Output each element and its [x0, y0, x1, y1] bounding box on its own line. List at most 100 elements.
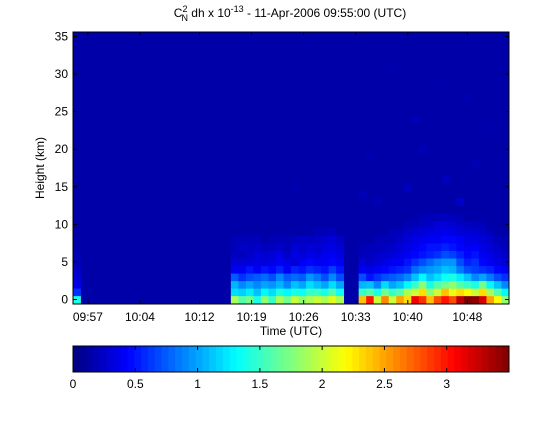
y-axis-label: Height (km): [33, 137, 47, 199]
heatmap-cell: [493, 250, 502, 259]
x-tick-label: 10:19: [237, 310, 267, 324]
heatmap-cell: [313, 235, 322, 244]
colorbar-tick-label: 0.5: [127, 377, 144, 391]
heatmap-cell: [486, 243, 495, 252]
heatmap-cell: [426, 243, 435, 252]
heatmap-cell: [283, 295, 292, 304]
heatmap-cell: [388, 228, 397, 237]
heatmap-cell: [493, 265, 502, 274]
heatmap-cell: [426, 235, 435, 244]
heatmap-cell: [486, 265, 495, 274]
heatmap-cell: [298, 295, 307, 304]
heatmap-cell: [486, 235, 495, 244]
heatmap-cell: [478, 265, 487, 274]
colorbar-segment: [291, 346, 299, 372]
colorbar-segment: [440, 346, 449, 372]
colorbar-segment: [427, 346, 435, 372]
colorbar-segment: [202, 346, 210, 372]
heatmap-cell: [253, 280, 262, 289]
heatmap-cell: [433, 265, 442, 274]
colorbar-tick-label: 2: [319, 377, 326, 391]
heatmap-cell: [411, 273, 420, 282]
heatmap-cell: [441, 175, 450, 184]
heatmap-cell: [260, 265, 269, 274]
heatmap-cell: [283, 250, 292, 259]
heatmap-cell: [501, 280, 510, 289]
heatmap-cell: [411, 250, 420, 259]
y-tick-label: 15: [55, 180, 69, 194]
title-superscript: 2: [182, 4, 187, 14]
heatmap-cell: [238, 288, 247, 297]
heatmap-cell: [388, 243, 397, 252]
heatmap-cell: [253, 295, 262, 304]
heatmap-cell: [283, 280, 292, 289]
colorbar-segment: [488, 346, 496, 372]
heatmap-cell: [396, 288, 405, 297]
colorbar-segment: [304, 346, 312, 372]
heatmap-cell: [245, 235, 254, 244]
heatmap-cell: [306, 288, 314, 297]
colorbar-segment: [86, 346, 94, 372]
heatmap-cell: [403, 295, 412, 304]
heatmap-cell: [321, 243, 329, 252]
heatmap-cell: [396, 243, 405, 252]
heatmap-cell: [433, 288, 442, 297]
heatmap-cell: [313, 288, 322, 297]
heatmap-cell: [313, 258, 322, 267]
heatmap-cell: [73, 250, 81, 259]
heatmap-cell: [321, 228, 329, 237]
heatmap-cell: [493, 280, 502, 289]
heatmap-cell: [441, 295, 450, 304]
heatmap-cell: [230, 258, 239, 267]
heatmap-cell: [418, 213, 427, 221]
heatmap-cell: [313, 273, 322, 282]
heatmap-cell: [388, 273, 397, 282]
heatmap-plot: 0 5 10 15 20 25 30 35 09:57 10:04 10:12 10:19 10:26…: [55, 30, 510, 324]
heatmap-cell: [328, 235, 337, 244]
colorbar-segment: [311, 346, 319, 372]
heatmap-cell: [478, 280, 487, 289]
colorbar-segment: [325, 346, 333, 372]
heatmap-cell: [441, 250, 450, 259]
heatmap-cell: [306, 258, 314, 267]
heatmap-cell: [336, 250, 345, 259]
heatmap-cell: [463, 288, 472, 297]
heatmap-cell: [268, 243, 277, 252]
heatmap-cell: [373, 235, 382, 244]
heatmap-cell: [493, 273, 502, 282]
heatmap-cell: [441, 258, 450, 267]
heatmap-cell: [366, 288, 375, 297]
heatmap-cell: [471, 288, 480, 297]
heatmap-cell: [321, 235, 329, 244]
heatmap-cell: [260, 258, 269, 267]
colorbar-segment: [236, 346, 244, 372]
heatmap-cell: [471, 160, 480, 169]
colorbar-segment: [107, 346, 115, 372]
heatmap-cell: [426, 280, 435, 289]
colorbar-segment: [216, 346, 224, 372]
heatmap-cell: [73, 243, 81, 252]
heatmap-cell: [328, 265, 337, 274]
colorbar-frame: [72, 345, 510, 373]
heatmap-cell: [456, 295, 465, 304]
heatmap-cell: [313, 280, 322, 289]
heatmap-cell: [493, 235, 502, 244]
colorbar-segment: [127, 346, 135, 372]
x-axis-ticks: 09:57 10:04 10:12 10:19 10:26 10:33 10:40 10:48: [73, 32, 483, 324]
heatmap-cell: [448, 295, 457, 304]
heatmap-cell: [426, 273, 435, 282]
heatmap-cell: [275, 280, 284, 289]
heatmap-cell: [411, 220, 420, 229]
heatmap-cell: [448, 220, 457, 229]
heatmap-cell: [298, 273, 307, 282]
heatmap-cell: [418, 273, 427, 282]
heatmap-cell: [493, 258, 502, 267]
y-tick-label: 0: [61, 292, 68, 306]
colorbar-tick-label: 3: [443, 377, 450, 391]
heatmap-cell: [373, 288, 382, 297]
heatmap-cell: [403, 220, 412, 229]
heatmap-cell: [245, 258, 254, 267]
x-tick-label: 10:48: [452, 310, 482, 324]
heatmap-cell: [328, 250, 337, 259]
heatmap-cell: [441, 235, 450, 244]
